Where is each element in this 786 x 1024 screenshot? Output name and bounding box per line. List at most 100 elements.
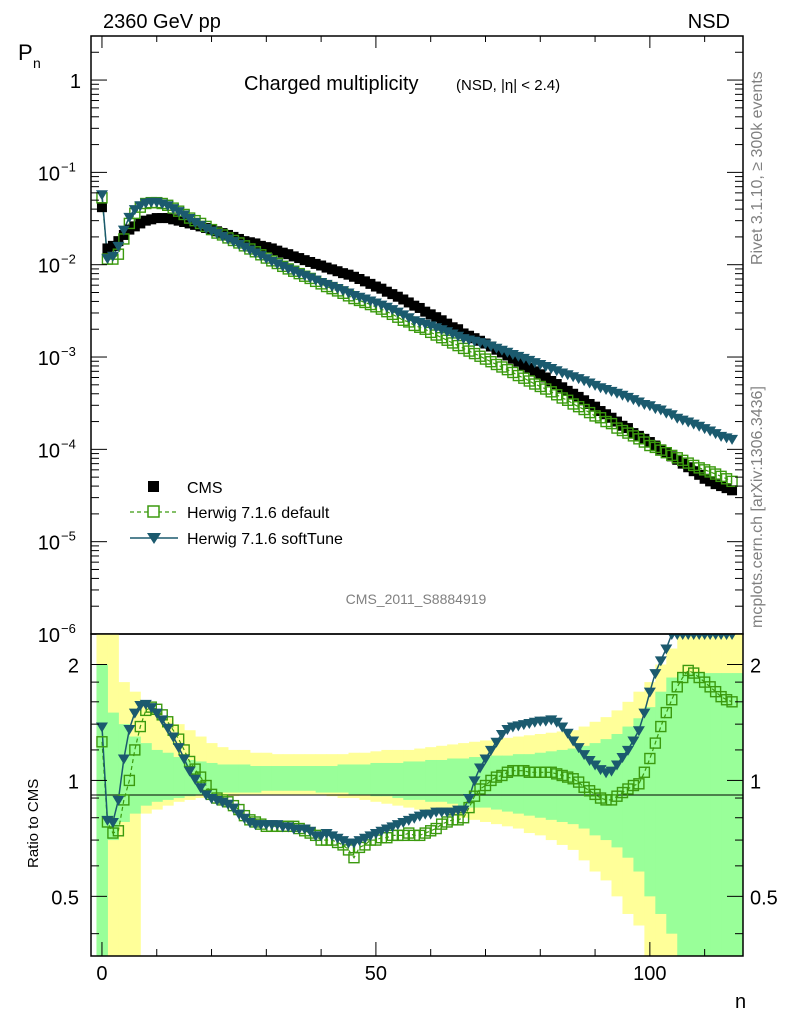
cms-point — [398, 294, 409, 305]
ratio-band-inner — [501, 755, 514, 812]
y-axis-label: P — [18, 40, 33, 65]
ratio-softtune-point — [695, 634, 703, 640]
ratio-softtune-point — [167, 732, 180, 743]
ratio-softtune-point — [701, 634, 709, 640]
cms-point — [299, 255, 310, 266]
cms-point — [409, 300, 420, 311]
ratio-band-inner — [238, 764, 251, 793]
header-process-label: NSD — [688, 11, 730, 33]
main-y-tick-label: 1 — [70, 71, 81, 93]
legend-marker-default — [147, 505, 160, 518]
cms-point — [283, 249, 294, 260]
cms-point — [590, 401, 601, 412]
cms-point — [140, 215, 151, 226]
cms-point — [721, 483, 732, 494]
cms-point — [261, 242, 272, 253]
ratio-softtune-point — [712, 634, 720, 640]
ratio-softtune-point — [684, 634, 692, 640]
ratio-default-point — [123, 774, 136, 787]
softtune-point — [709, 429, 722, 440]
cms-point — [431, 312, 442, 323]
ratio-band-inner — [140, 743, 152, 806]
cms-point — [551, 379, 562, 390]
ratio-softtune-point — [673, 634, 681, 640]
ratio-softtune-point — [106, 817, 119, 828]
ratio-default-point — [638, 766, 651, 778]
ratio-default-point — [666, 694, 678, 706]
ratio-softtune-point — [139, 699, 152, 710]
ratio-band-inner — [414, 761, 426, 800]
softtune-point — [249, 248, 262, 259]
cms-point — [540, 372, 551, 383]
cms-point — [359, 276, 370, 287]
cms-point — [151, 213, 162, 224]
softtune-point — [665, 410, 678, 421]
main-y-tick-label: 10 — [38, 440, 60, 462]
cms-point — [579, 395, 590, 406]
main-panel-axes: 110−110−210−310−410−510−6 — [38, 36, 743, 647]
main-panel-data — [95, 190, 739, 496]
ratio-default-point — [112, 825, 125, 837]
ratio-softtune-point — [717, 634, 725, 640]
ratio-softtune-point — [605, 766, 618, 777]
ratio-softtune-point — [200, 790, 213, 801]
chart-subtitle: (NSD, |η| < 2.4) — [456, 77, 560, 94]
ratio-softtune-point — [123, 724, 136, 735]
ratio-band-inner — [710, 673, 722, 956]
legend: CMS Herwig 7.1.6 default Herwig 7.1.6 so… — [130, 480, 343, 548]
analysis-watermark: CMS_2011_S8884919 — [346, 591, 487, 607]
cms-point — [321, 262, 332, 273]
softtune-point — [183, 214, 196, 225]
cms-point — [568, 388, 579, 399]
ratio-band-inner — [721, 673, 733, 956]
ratio-softtune-point — [668, 634, 676, 640]
ratio-band-inner — [381, 762, 393, 797]
x-tick-label: 50 — [365, 963, 387, 985]
ratio-y-tick-label-right: 1 — [750, 771, 761, 793]
cms-point — [376, 283, 387, 294]
main-y-tick-exponent: −3 — [61, 344, 76, 359]
ratio-softtune-point — [221, 799, 234, 810]
ratio-softtune-point — [610, 760, 623, 771]
ratio-y-tick-label: 0.5 — [51, 887, 79, 909]
ratio-band-inner — [107, 712, 119, 841]
cms-point — [392, 291, 403, 302]
ratio-softtune-point — [474, 763, 487, 774]
ratio-softtune-point — [150, 708, 163, 719]
ratio-softtune-point — [679, 634, 687, 640]
ratio-band-inner — [545, 751, 558, 820]
ratio-softtune-point — [722, 634, 731, 640]
cms-point — [529, 366, 540, 377]
ratio-softtune-point — [556, 722, 569, 733]
ratio-softtune-point — [572, 743, 585, 754]
ratio-softtune-point — [95, 722, 108, 733]
ratio-band-inner — [447, 758, 459, 804]
ratio-softtune-point — [594, 765, 607, 776]
cms-point — [288, 251, 299, 262]
ratio-softtune-point — [156, 715, 169, 726]
ratio-softtune-point — [468, 776, 481, 787]
cms-point — [327, 264, 338, 275]
ratio-band-inner — [315, 766, 328, 793]
softtune-point — [189, 218, 202, 229]
main-y-tick-label: 10 — [38, 256, 60, 278]
ratio-softtune-point — [128, 708, 141, 719]
ratio-softtune-point — [183, 766, 196, 777]
ratio-band-inner — [403, 761, 415, 800]
softtune-point — [397, 310, 410, 321]
ratio-band-inner — [655, 691, 667, 914]
softtune-point — [726, 434, 739, 445]
y-axis-label-subscript: n — [33, 55, 41, 71]
ratio-softtune-point — [457, 805, 470, 816]
ratio-softtune-point — [638, 708, 651, 719]
ratio-band-inner — [217, 764, 229, 793]
softtune-point — [178, 210, 191, 221]
ratio-default-point — [649, 737, 662, 749]
ratio-softtune-point — [145, 703, 158, 714]
ratio-softtune-point — [643, 687, 656, 698]
main-y-tick-exponent: −2 — [61, 252, 76, 267]
ratio-softtune-point — [495, 729, 508, 740]
ratio-softtune-point — [578, 750, 591, 761]
cms-point — [524, 363, 535, 374]
